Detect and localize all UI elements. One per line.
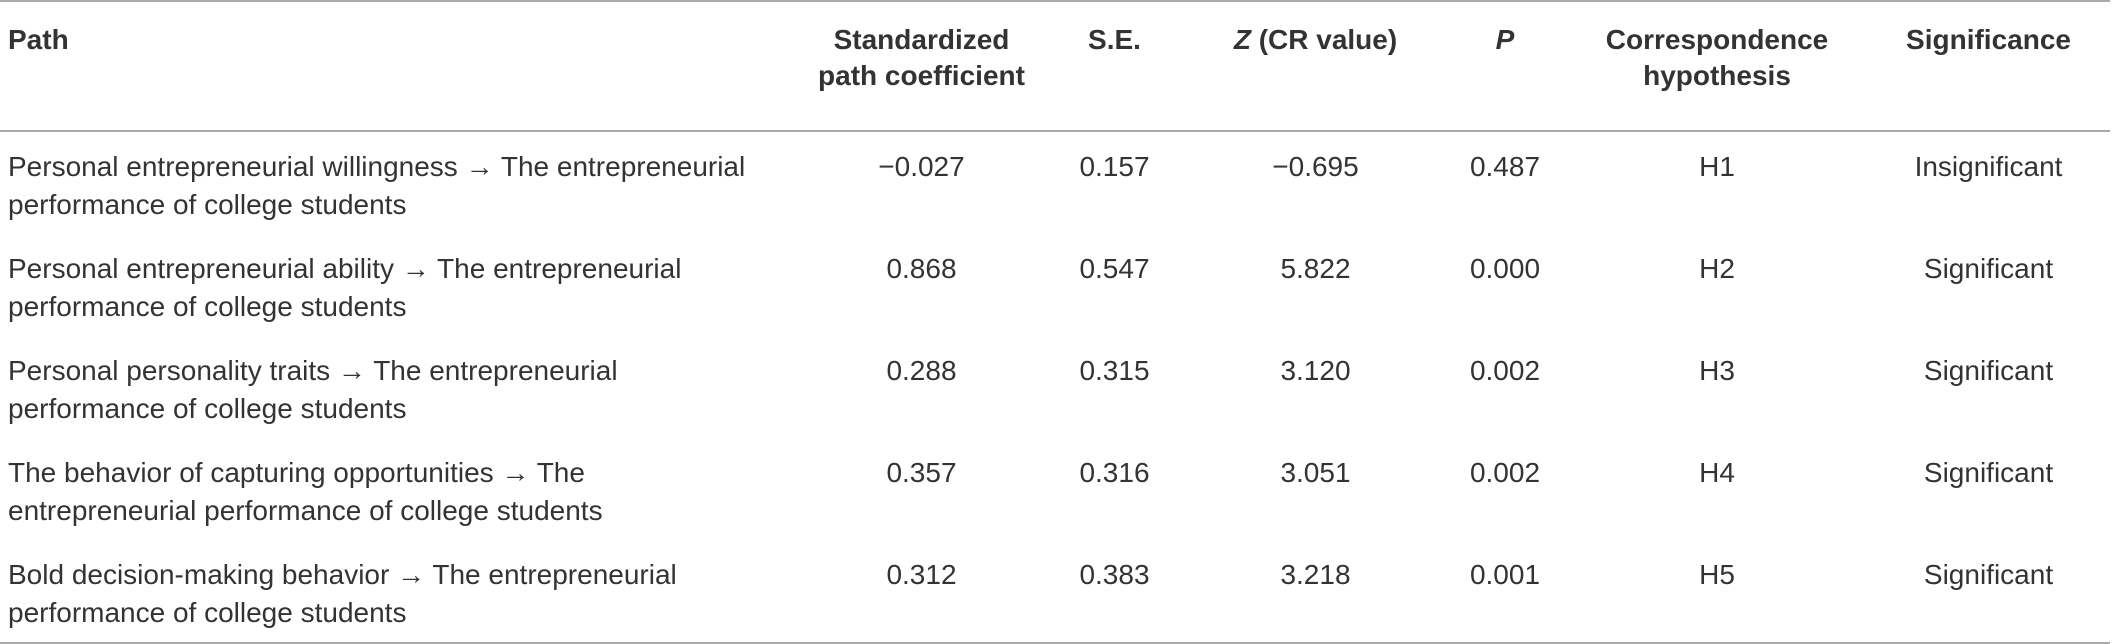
cell-path: The behavior of capturing opportunities … (0, 438, 802, 540)
cell-coefficient: 0.288 (886, 355, 957, 386)
path-line2: performance of college students (8, 393, 407, 424)
cell-significance: Insignificant (1914, 151, 2063, 182)
cell-path: Personal personality traits → The entrep… (0, 336, 802, 438)
cell-path: Personal entrepreneurial willingness → T… (0, 131, 802, 234)
path-line1: Personal entrepreneurial ability → The e… (8, 253, 682, 284)
cell-p: 0.002 (1469, 355, 1541, 386)
cell-significance: Significant (1923, 559, 2054, 590)
cell-z: 5.822 (1280, 253, 1351, 284)
header-hyp-line2: hypothesis (1643, 60, 1791, 91)
path-line1: The behavior of capturing opportunities … (8, 457, 585, 488)
cell-hypothesis: H5 (1699, 559, 1735, 590)
header-se-label: S.E. (1088, 24, 1141, 55)
cell-p: 0.487 (1469, 151, 1541, 182)
header-path: Path (0, 1, 802, 131)
header-hypothesis: Correspondence hypothesis (1567, 1, 1867, 131)
path-line2: performance of college students (8, 291, 407, 322)
cell-se: 0.383 (1079, 559, 1150, 590)
cell-significance: Significant (1923, 457, 2054, 488)
path-line1: Personal entrepreneurial willingness → T… (8, 151, 746, 182)
cell-hypothesis: H1 (1699, 151, 1735, 182)
header-significance: Significance (1867, 1, 2110, 131)
cell-hypothesis: H3 (1699, 355, 1735, 386)
cell-hypothesis: H4 (1699, 457, 1735, 488)
cell-se: 0.315 (1079, 355, 1150, 386)
cell-coefficient: −0.027 (878, 151, 965, 182)
table-row: Personal entrepreneurial ability → The e… (0, 234, 2110, 336)
cell-z: −0.695 (1272, 151, 1359, 182)
cell-coefficient: 0.357 (886, 457, 957, 488)
header-significance-label: Significance (1906, 24, 2071, 55)
path-line1: Bold decision-making behavior → The entr… (8, 559, 677, 590)
header-hyp-line1: Correspondence (1605, 24, 1829, 55)
cell-p: 0.001 (1469, 559, 1541, 590)
header-coef-line2: path coefficient (818, 60, 1025, 91)
path-line2: performance of college students (8, 597, 407, 628)
header-row: Path Standardized path coefficient S.E. … (0, 1, 2110, 131)
header-z-letter: Z (1233, 24, 1251, 55)
cell-z: 3.218 (1280, 559, 1351, 590)
cell-significance: Significant (1923, 253, 2054, 284)
table-row: Personal personality traits → The entrep… (0, 336, 2110, 438)
table-row: The behavior of capturing opportunities … (0, 438, 2110, 540)
path-line2: performance of college students (8, 189, 407, 220)
cell-path: Personal entrepreneurial ability → The e… (0, 234, 802, 336)
table-row: Personal entrepreneurial willingness → T… (0, 131, 2110, 234)
cell-p: 0.002 (1469, 457, 1541, 488)
cell-se: 0.316 (1079, 457, 1150, 488)
cell-se: 0.157 (1079, 151, 1150, 182)
path-line2: entrepreneurial performance of college s… (8, 495, 603, 526)
header-p-label: P (1495, 24, 1515, 55)
cell-path: Bold decision-making behavior → The entr… (0, 540, 802, 643)
cell-z: 3.051 (1280, 457, 1351, 488)
header-path-coefficient: Standardized path coefficient (802, 1, 1041, 131)
cell-z: 3.120 (1280, 355, 1351, 386)
table-header: Path Standardized path coefficient S.E. … (0, 1, 2110, 131)
cell-hypothesis: H2 (1699, 253, 1735, 284)
header-se: S.E. (1041, 1, 1188, 131)
cell-coefficient: 0.312 (886, 559, 957, 590)
path-line1: Personal personality traits → The entrep… (8, 355, 618, 386)
cell-significance: Significant (1923, 355, 2054, 386)
cell-coefficient: 0.868 (886, 253, 957, 284)
table-row: Bold decision-making behavior → The entr… (0, 540, 2110, 643)
header-z: Z (CR value) (1188, 1, 1443, 131)
cell-p: 0.000 (1469, 253, 1541, 284)
header-p: P (1443, 1, 1567, 131)
cell-se: 0.547 (1079, 253, 1150, 284)
header-coef-line1: Standardized (833, 24, 1010, 55)
header-z-rest: (CR value) (1250, 24, 1398, 55)
header-path-label: Path (8, 24, 69, 55)
table-body: Personal entrepreneurial willingness → T… (0, 131, 2110, 643)
